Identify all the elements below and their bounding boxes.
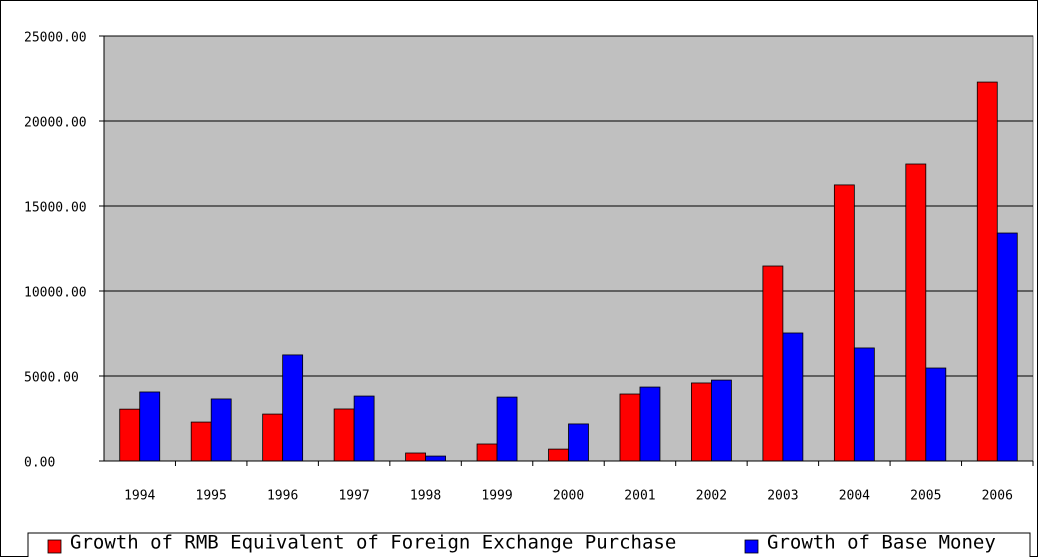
bar bbox=[353, 395, 375, 462]
bar bbox=[853, 347, 875, 462]
bar bbox=[476, 443, 498, 462]
bar bbox=[425, 455, 446, 462]
y-tick-label: 25000.00 bbox=[24, 31, 87, 46]
bar bbox=[639, 386, 661, 462]
y-tick-label: 5000.00 bbox=[24, 371, 79, 386]
bar bbox=[711, 379, 732, 462]
y-tick-label: 20000.00 bbox=[24, 116, 87, 131]
bar bbox=[405, 452, 426, 462]
legend-box bbox=[27, 532, 1031, 557]
legend-label: Growth of RMB Equivalent of Foreign Exch… bbox=[70, 532, 676, 554]
bar bbox=[762, 265, 784, 462]
bar bbox=[905, 163, 927, 462]
x-tick-label: 2003 bbox=[767, 489, 798, 504]
bar bbox=[210, 398, 232, 462]
bar bbox=[139, 391, 161, 462]
x-tick-label: 2004 bbox=[839, 489, 870, 504]
bar bbox=[190, 421, 212, 462]
bar bbox=[833, 184, 855, 462]
bar bbox=[782, 332, 804, 462]
y-tick-label: 10000.00 bbox=[24, 286, 87, 301]
bar bbox=[619, 393, 641, 462]
x-tick-label: 1996 bbox=[267, 489, 298, 504]
x-tick-label: 2006 bbox=[982, 489, 1013, 504]
bar bbox=[568, 423, 589, 462]
legend-swatch bbox=[744, 539, 759, 554]
plot-area bbox=[103, 35, 1034, 462]
bar bbox=[119, 408, 141, 462]
bar bbox=[262, 413, 284, 462]
legend-swatch bbox=[47, 539, 62, 554]
x-tick-label: 1998 bbox=[410, 489, 441, 504]
x-tick-label: 2005 bbox=[910, 489, 941, 504]
legend-label: Growth of Base Money bbox=[767, 532, 996, 554]
bar bbox=[282, 354, 304, 462]
x-tick-label: 2001 bbox=[624, 489, 655, 504]
bar bbox=[976, 81, 998, 462]
y-tick-label: 0.00 bbox=[24, 456, 55, 471]
bar bbox=[996, 232, 1018, 462]
x-tick-label: 2000 bbox=[553, 489, 584, 504]
x-tick-label: 1997 bbox=[338, 489, 369, 504]
x-tick-label: 1994 bbox=[124, 489, 155, 504]
bar bbox=[925, 367, 947, 462]
bar bbox=[691, 382, 712, 462]
bar bbox=[333, 408, 355, 462]
x-tick-label: 1995 bbox=[196, 489, 227, 504]
bar bbox=[496, 396, 518, 462]
x-tick-label: 1999 bbox=[481, 489, 512, 504]
x-tick-label: 2002 bbox=[696, 489, 727, 504]
y-tick-label: 15000.00 bbox=[24, 201, 87, 216]
bar bbox=[548, 448, 569, 462]
